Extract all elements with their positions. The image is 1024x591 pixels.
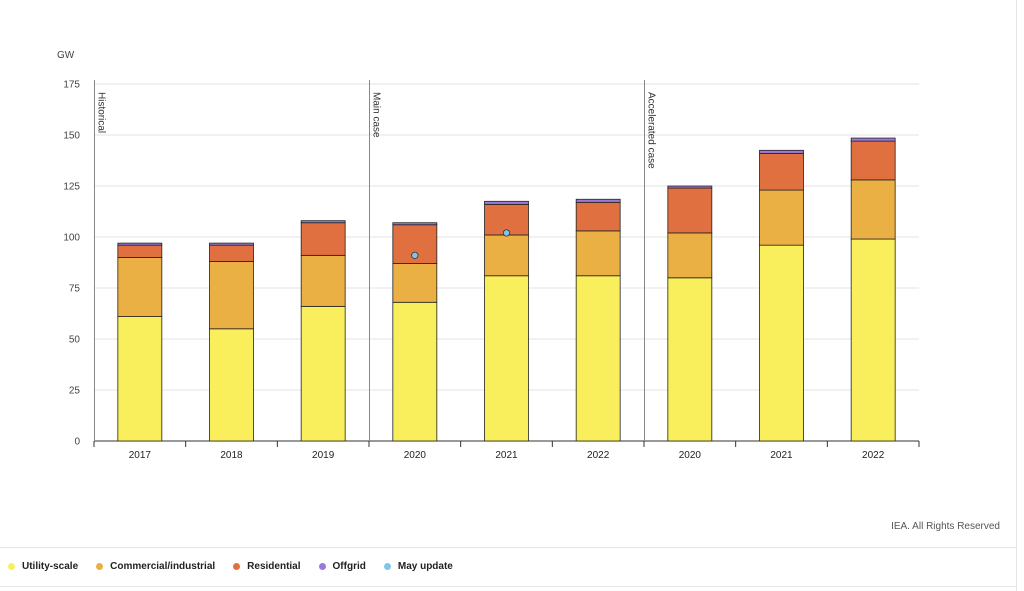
bar-segment-commercial-industrial bbox=[575, 230, 621, 277]
panel-border bbox=[1016, 0, 1017, 591]
bar-segment-residential bbox=[300, 222, 346, 256]
bar-segment-commercial-industrial bbox=[484, 234, 529, 277]
bar-segment-commercial-industrial bbox=[850, 179, 896, 240]
legend-swatch-commercial-industrial bbox=[96, 563, 104, 570]
bar-segment-offgrid bbox=[850, 137, 896, 142]
bar-segment-residential bbox=[117, 244, 163, 258]
y-tick-label: 100 bbox=[63, 233, 80, 244]
group-label: Accelerated case bbox=[646, 92, 657, 169]
bar-segment-commercial-industrial bbox=[392, 263, 438, 303]
bar-segment-offgrid bbox=[392, 222, 438, 226]
legend-label: Residential bbox=[247, 561, 301, 572]
bar-segment-utility-scale bbox=[392, 301, 438, 442]
bar-segment-residential bbox=[667, 187, 713, 234]
bar-segment-residential bbox=[850, 140, 896, 181]
bar-segment-residential bbox=[759, 152, 804, 191]
group-label: Main case bbox=[371, 92, 382, 138]
bar-segment-utility-scale bbox=[759, 244, 804, 442]
bar-segment-utility-scale bbox=[575, 275, 621, 442]
x-tick-label: 2022 bbox=[587, 450, 610, 461]
y-tick-label: 125 bbox=[63, 182, 80, 193]
legend-divider bbox=[0, 547, 1016, 548]
bar-segment-commercial-industrial bbox=[209, 261, 254, 330]
x-tick-label: 2019 bbox=[312, 450, 335, 461]
legend-label: Offgrid bbox=[332, 561, 366, 572]
bar-segment-commercial-industrial bbox=[667, 232, 713, 279]
marker-may-update bbox=[502, 229, 511, 237]
x-tick-label: 2022 bbox=[862, 450, 885, 461]
stacked-bar-chart: 0 25 50 75 100 125 150 175 GW Historical Main case… bbox=[57, 50, 920, 461]
y-axis-label: GW bbox=[57, 50, 75, 61]
bar-segment-offgrid bbox=[575, 198, 621, 203]
bar-segment-utility-scale bbox=[117, 316, 163, 442]
credit-text: IEA. All Rights Reserved bbox=[891, 521, 1000, 532]
legend-swatch-may-update bbox=[383, 563, 391, 570]
x-tick-label: 2021 bbox=[770, 450, 793, 461]
bar-segment-offgrid bbox=[117, 242, 163, 246]
bar-segment-utility-scale bbox=[667, 277, 713, 442]
bar-segment-commercial-industrial bbox=[759, 189, 804, 246]
y-tick-label: 75 bbox=[69, 284, 81, 295]
y-tick-label: 25 bbox=[69, 386, 81, 397]
legend-item-may-update[interactable]: May update bbox=[383, 561, 453, 572]
bar-segment-utility-scale bbox=[209, 328, 254, 442]
chart-area: 0 25 50 75 100 125 150 175 GW Historical Main case… bbox=[57, 50, 920, 461]
bar-segment-commercial-industrial bbox=[300, 254, 346, 307]
legend-label: Commercial/industrial bbox=[110, 561, 216, 572]
legend-swatch-residential bbox=[233, 563, 241, 570]
legend-swatch-offgrid bbox=[318, 563, 326, 570]
legend-item-commercial-industrial[interactable]: Commercial/industrial bbox=[96, 561, 215, 572]
x-tick-label: 2021 bbox=[495, 450, 518, 461]
y-tick-label: 50 bbox=[69, 335, 81, 346]
bar-segment-utility-scale bbox=[850, 238, 896, 442]
bar-segment-utility-scale bbox=[300, 305, 346, 442]
y-tick-label: 0 bbox=[74, 437, 80, 448]
y-tick-label: 175 bbox=[63, 80, 80, 91]
bar-segment-offgrid bbox=[209, 242, 254, 246]
bar-segment-offgrid bbox=[484, 200, 529, 205]
x-tick-label: 2018 bbox=[220, 450, 243, 461]
legend-swatch-utility-scale bbox=[8, 563, 15, 570]
bar-segment-residential bbox=[575, 201, 621, 232]
x-tick-label: 2020 bbox=[679, 450, 702, 461]
legend-label: May update bbox=[397, 561, 453, 572]
legend-label: Utility-scale bbox=[22, 561, 79, 572]
x-tick-label: 2020 bbox=[404, 450, 427, 461]
legend-item-residential[interactable]: Residential bbox=[233, 561, 301, 572]
bar-segment-offgrid bbox=[300, 220, 346, 224]
marker-may-update bbox=[411, 251, 419, 259]
legend-item-offgrid[interactable]: Offgrid bbox=[318, 561, 366, 572]
bar-segment-offgrid bbox=[759, 149, 804, 154]
bar-segment-offgrid bbox=[667, 185, 713, 189]
y-tick-label: 150 bbox=[63, 131, 80, 142]
bar-segment-residential bbox=[209, 244, 254, 262]
group-label: Historical bbox=[96, 92, 107, 133]
bottom-divider bbox=[0, 586, 1016, 587]
bar-segment-utility-scale bbox=[484, 275, 529, 442]
bar-segment-commercial-industrial bbox=[117, 256, 163, 317]
legend: Utility-scale Commercial/industrial Resi… bbox=[8, 561, 453, 572]
legend-item-utility-scale[interactable]: Utility-scale bbox=[8, 561, 78, 572]
x-tick-label: 2017 bbox=[129, 450, 152, 461]
